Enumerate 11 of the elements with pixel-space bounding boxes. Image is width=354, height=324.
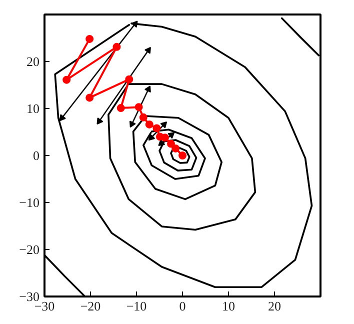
x-tick-label: −10 [126,298,147,314]
y-tick-label: 10 [26,101,40,116]
x-tick-label: 0 [179,298,186,314]
y-tick-label: −10 [19,195,40,210]
x-tick-label: 20 [268,298,281,314]
x-tick-label: −20 [80,298,101,314]
y-tick-label: 20 [26,54,40,69]
x-tick-label: 10 [222,298,235,314]
y-tick-label: −20 [19,242,40,257]
y-tick-label: 0 [33,148,40,163]
y-tick-label: −30 [19,289,40,304]
